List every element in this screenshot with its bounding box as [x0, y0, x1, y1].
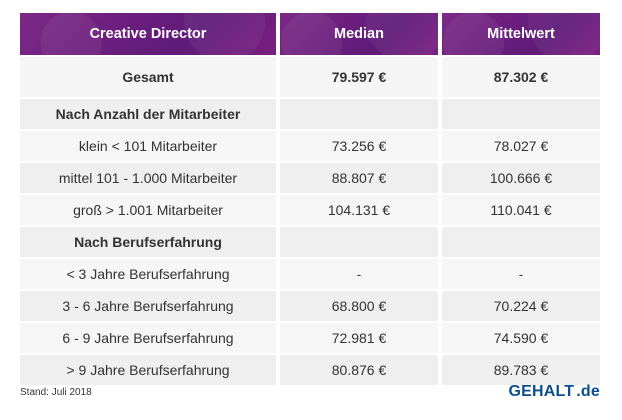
- gehalt-logo: GEHALT .de: [508, 383, 600, 401]
- row-median: 79.597 €: [280, 57, 438, 97]
- row-label: < 3 Jahre Berufserfahrung: [20, 259, 276, 289]
- row-mittelwert: -: [442, 259, 600, 289]
- stand-date-label: Stand: Juli 2018: [20, 387, 92, 398]
- column-divider: [438, 291, 442, 321]
- row-mittelwert: 89.783 €: [442, 355, 600, 385]
- column-divider: [276, 99, 280, 129]
- column-divider: [438, 163, 442, 193]
- row-median: 88.807 €: [280, 163, 438, 193]
- table-row-gesamt: Gesamt 79.597 € 87.302 €: [20, 57, 600, 97]
- row-label: 3 - 6 Jahre Berufserfahrung: [20, 291, 276, 321]
- row-mittelwert: 74.590 €: [442, 323, 600, 353]
- row-label: klein < 101 Mitarbeiter: [20, 131, 276, 161]
- column-divider: [438, 13, 442, 55]
- column-divider: [276, 13, 280, 55]
- section-label: Nach Berufserfahrung: [20, 227, 276, 257]
- row-label: 6 - 9 Jahre Berufserfahrung: [20, 323, 276, 353]
- row-median: [280, 99, 438, 129]
- table-row: mittel 101 - 1.000 Mitarbeiter 88.807 € …: [20, 163, 600, 193]
- row-label: mittel 101 - 1.000 Mitarbeiter: [20, 163, 276, 193]
- row-median: -: [280, 259, 438, 289]
- row-median: [280, 227, 438, 257]
- table-row: 3 - 6 Jahre Berufserfahrung 68.800 € 70.…: [20, 291, 600, 321]
- row-mittelwert: 78.027 €: [442, 131, 600, 161]
- table-row: 6 - 9 Jahre Berufserfahrung 72.981 € 74.…: [20, 323, 600, 353]
- column-divider: [438, 131, 442, 161]
- table-row: > 9 Jahre Berufserfahrung 80.876 € 89.78…: [20, 355, 600, 385]
- logo-domain-text: .de: [576, 383, 600, 400]
- row-median: 104.131 €: [280, 195, 438, 225]
- table-row-section-mitarbeiter: Nach Anzahl der Mitarbeiter: [20, 99, 600, 129]
- column-divider: [438, 355, 442, 385]
- header-creative-director: Creative Director: [20, 13, 276, 55]
- column-divider: [276, 259, 280, 289]
- row-label: > 9 Jahre Berufserfahrung: [20, 355, 276, 385]
- salary-table-container: Creative Director Median Mittelwert Gesa…: [20, 13, 600, 387]
- row-mittelwert: 87.302 €: [442, 57, 600, 97]
- column-divider: [276, 355, 280, 385]
- table-row: klein < 101 Mitarbeiter 73.256 € 78.027 …: [20, 131, 600, 161]
- column-divider: [438, 195, 442, 225]
- header-mittelwert: Mittelwert: [442, 13, 600, 55]
- row-median: 73.256 €: [280, 131, 438, 161]
- salary-table: Creative Director Median Mittelwert Gesa…: [20, 13, 600, 385]
- table-row: groß > 1.001 Mitarbeiter 104.131 € 110.0…: [20, 195, 600, 225]
- row-median: 68.800 €: [280, 291, 438, 321]
- column-divider: [276, 227, 280, 257]
- column-divider: [276, 291, 280, 321]
- row-mittelwert: [442, 227, 600, 257]
- table-row: < 3 Jahre Berufserfahrung - -: [20, 259, 600, 289]
- logo-gehalt-text: GEHALT: [508, 383, 575, 400]
- column-divider: [276, 195, 280, 225]
- row-label: Gesamt: [20, 57, 276, 97]
- row-mittelwert: [442, 99, 600, 129]
- column-divider: [438, 99, 442, 129]
- column-divider: [276, 323, 280, 353]
- row-label: groß > 1.001 Mitarbeiter: [20, 195, 276, 225]
- footer: Stand: Juli 2018 GEHALT .de: [20, 383, 600, 407]
- row-mittelwert: 100.666 €: [442, 163, 600, 193]
- table-row-section-berufserfahrung: Nach Berufserfahrung: [20, 227, 600, 257]
- table-header-row: Creative Director Median Mittelwert: [20, 13, 600, 55]
- column-divider: [276, 163, 280, 193]
- column-divider: [276, 131, 280, 161]
- column-divider: [438, 227, 442, 257]
- column-divider: [438, 323, 442, 353]
- section-label: Nach Anzahl der Mitarbeiter: [20, 99, 276, 129]
- column-divider: [438, 259, 442, 289]
- row-mittelwert: 110.041 €: [442, 195, 600, 225]
- column-divider: [438, 57, 442, 97]
- row-mittelwert: 70.224 €: [442, 291, 600, 321]
- header-median: Median: [280, 13, 438, 55]
- row-median: 72.981 €: [280, 323, 438, 353]
- column-divider: [276, 57, 280, 97]
- row-median: 80.876 €: [280, 355, 438, 385]
